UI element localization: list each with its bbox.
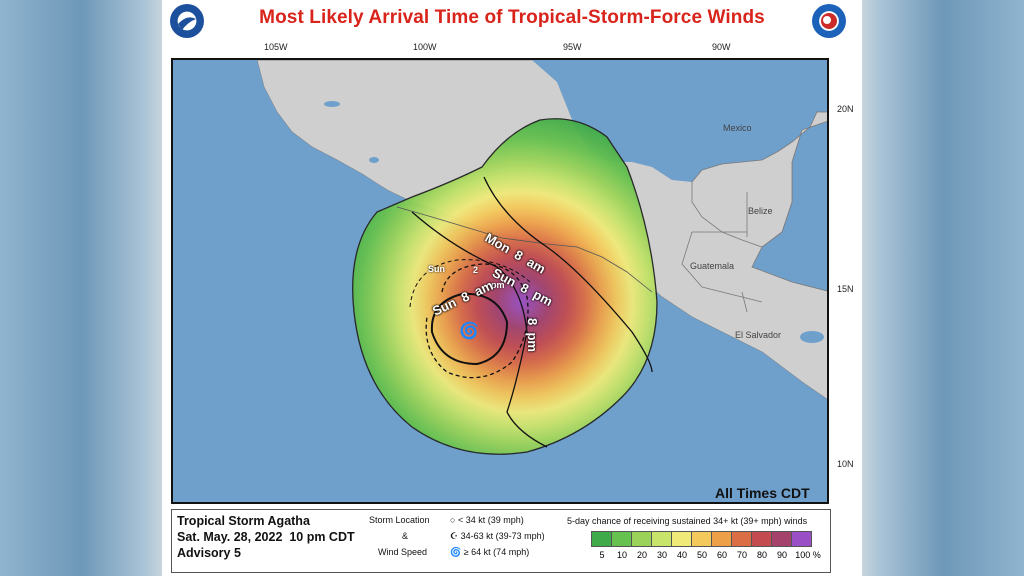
scale-swatch [651,531,672,547]
timezone-note: All Times CDT [715,485,810,501]
nws-cloud-icon [821,13,837,29]
scale-swatch [751,531,772,547]
label-2: 2 [473,265,479,275]
scale-tick-label: 20 [636,550,647,560]
scale-swatch [711,531,732,547]
storm-name: Tropical Storm Agatha [177,514,310,528]
probability-swath [352,118,658,455]
legend-item-ts: ☪ 34-63 kt (39-73 mph) [450,531,545,541]
lake [369,157,379,163]
nws-logo [812,4,846,38]
noaa-logo [170,4,204,38]
lon-label: 105W [264,42,288,52]
lat-label: 15N [837,284,854,294]
storm-symbol-icon: 🌀 [459,321,479,340]
scale-swatch [591,531,612,547]
scale-swatch [691,531,712,547]
legend-item-weak: ○ < 34 kt (39 mph) [450,515,524,525]
scale-swatch [771,531,792,547]
isochrone-sun-8am [430,292,509,366]
map-area[interactable]: 🌀 [171,58,829,504]
legend-box: Tropical Storm Agatha Sat. May. 28, 2022… [171,509,831,573]
label-sun-small: Sun [428,264,445,274]
label-8pm: 8 pm [525,318,540,352]
scale-tick-label: 10 [616,550,627,560]
scale-tick-label: 80 [756,550,767,560]
legend-item-hurricane: 🌀 ≥ 64 kt (74 mph) [450,547,530,557]
isochrone-mon-8am [483,176,653,373]
storm-location-label: Storm Location [369,515,430,525]
probability-ticks: 5 10 20 30 40 50 60 70 80 90 100 % [592,550,824,560]
lake-nicaragua [800,331,824,343]
tropical-storm-icon: ☪ [450,531,459,541]
place-guatemala: Guatemala [690,261,735,271]
place-mexico: Mexico [723,123,752,133]
lat-label: 20N [837,104,854,114]
scale-swatch [671,531,692,547]
scale-tick-label: 100 % [795,550,821,560]
wind-speed-label: Wind Speed [378,547,428,557]
country-borders [681,192,763,313]
probability-caption: 5-day chance of receiving sustained 34+ … [567,516,808,526]
scale-swatch [611,531,632,547]
hurricane-icon: 🌀 [450,547,462,557]
map-title: Most Likely Arrival Time of Tropical-Sto… [259,7,765,28]
yucatan [691,111,827,248]
amp-label: & [402,531,409,541]
scale-swatch [631,531,652,547]
scale-tick-label: 40 [676,550,687,560]
isochrone-dashed-outer [409,259,531,308]
scale-tick-label: 90 [776,550,787,560]
label-pm: pm [491,280,505,290]
lon-label: 95W [563,42,582,52]
lon-label: 100W [413,42,437,52]
circle-icon: ○ [450,515,456,525]
place-el-salvador: El Salvador [735,330,782,340]
scale-tick-label: 60 [716,550,727,560]
scale-tick-label: 70 [736,550,747,560]
scale-swatch [791,531,812,547]
probability-scale [591,531,812,547]
isochrone-sun-8pm [411,211,548,448]
place-belize: Belize [748,206,773,216]
scale-tick-label: 5 [599,550,605,560]
lake [324,101,340,107]
map-svg: 🌀 [173,60,827,502]
lat-label: 10N [837,459,854,469]
noaa-bird-icon [178,17,196,30]
scale-tick-label: 50 [696,550,707,560]
storm-datetime: Sat. May. 28, 2022 10 pm CDT [177,530,355,544]
coastline-overlay [396,206,653,293]
lon-label: 90W [712,42,731,52]
storm-advisory: Advisory 5 [177,546,241,560]
scale-swatch [731,531,752,547]
isochrone-sun-2pm [425,263,529,379]
scale-tick-label: 30 [656,550,667,560]
storm-info: Tropical Storm Agatha Sat. May. 28, 2022… [177,513,355,561]
